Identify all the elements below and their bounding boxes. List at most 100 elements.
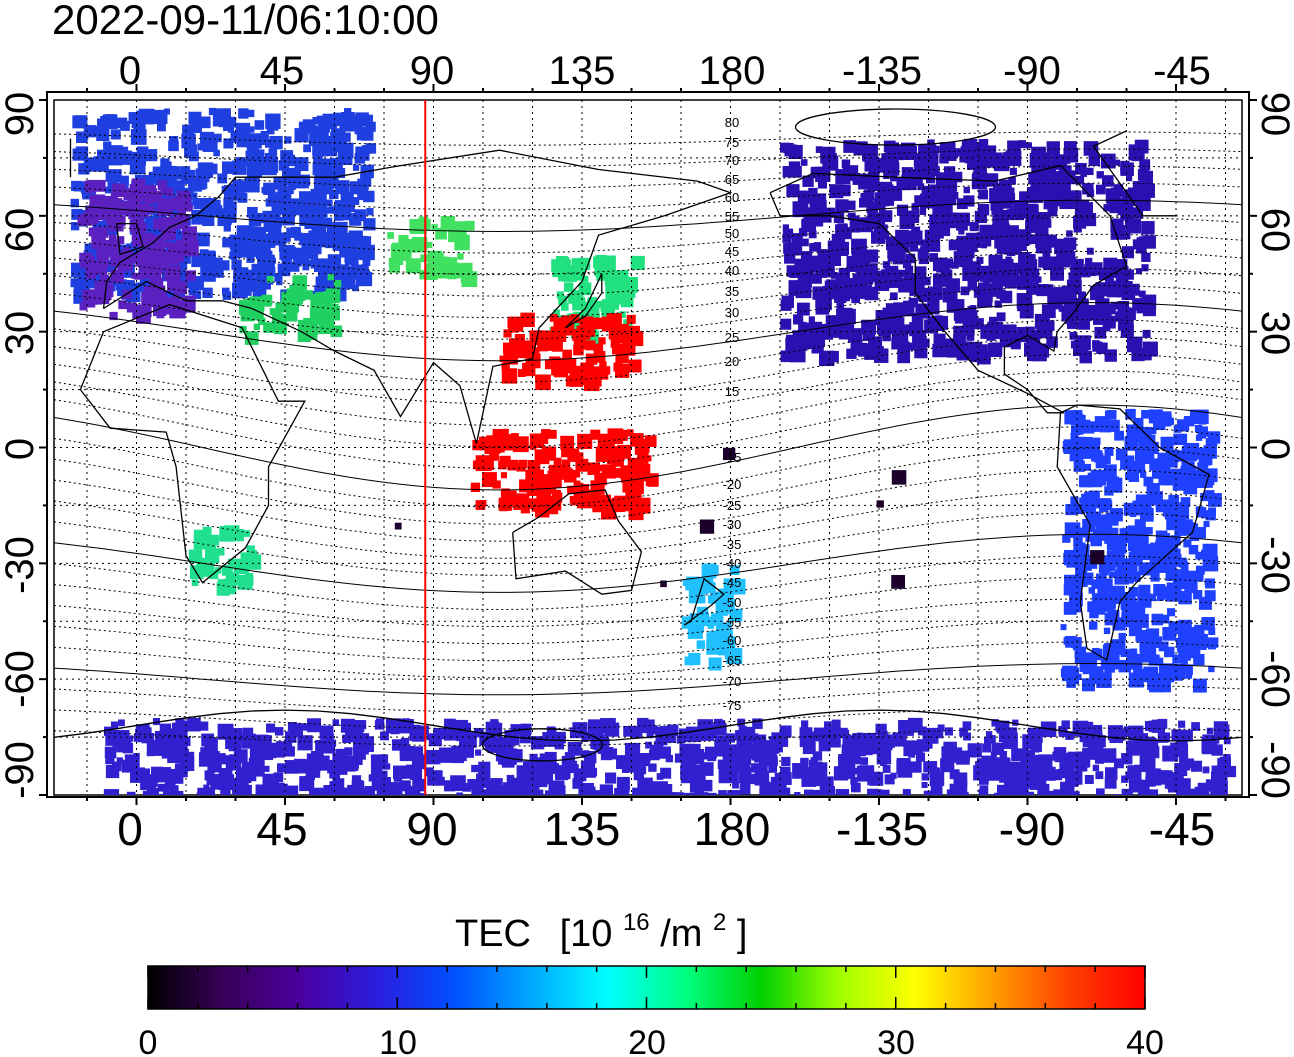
tec-cell-antarctica [944,727,953,736]
tec-cell-north-america [798,208,807,217]
tec-cell-north-america [940,349,949,358]
tec-cell-europe-russia [327,177,339,189]
tec-cell-south-america [1170,535,1181,546]
tec-cell-antarctica [127,735,134,742]
tec-cell-south-america [1128,672,1144,688]
tec-cell-north-america [1106,284,1120,298]
tec-cell-north-america [986,296,993,303]
tec-cell-north-america [1000,179,1010,189]
tec-cell-japan [587,299,596,308]
tec-cell-antarctica [595,722,605,732]
tec-cell-east-china [579,318,588,327]
tec-cell-antarctica [1213,721,1229,736]
tec-cell-europe-russia [352,284,359,292]
tec-cell-south-america [1157,452,1168,464]
tec-cell-europe-russia [325,164,340,179]
tec-cell-east-china [512,343,528,359]
tec-cell-antarctica [295,759,310,774]
tec-cell-south-america [1166,514,1182,531]
tec-cell-east-china [549,356,561,368]
colorbar-title: TEC [10 16 /m 2 ] [455,897,747,955]
tec-cell-new-zealand [701,563,717,579]
tec-cell-indonesia [617,444,632,459]
tec-cell-antarctica [554,740,564,750]
tec-cell-north-america [881,153,892,164]
tec-cell-europe-russia [361,239,370,248]
tec-cell-north-america [1026,282,1039,295]
tec-cell-north-america [858,349,866,357]
contour-label: -20 [723,477,742,492]
tec-cell-south-pacific-dark [723,447,736,461]
tec-cell-europe-russia [95,125,106,136]
tec-cell-north-america [852,178,860,185]
tec-cell-antarctica [752,718,763,729]
tec-cell-europe-russia [320,234,334,248]
tec-cell-east-china [615,349,629,364]
tec-cell-north-america [921,186,931,196]
tec-cell-south-america [1092,647,1100,655]
tec-cell-north-america [1111,203,1119,211]
tec-cell-south-america [1116,646,1126,655]
tec-cell-south-africa [237,574,253,590]
tec-cell-north-america [840,307,853,321]
tec-cell-north-america [1030,180,1043,193]
tec-cell-north-america [846,200,856,210]
tec-cell-indonesia [489,451,499,461]
tec-cell-antarctica [599,784,613,795]
tec-cell-east-china [606,313,622,329]
contour-label: -45 [723,575,742,590]
tec-cell-south-america [1186,523,1198,536]
tec-cell-europe-russia [362,169,370,178]
tec-cell-south-america [1206,477,1215,486]
tec-cell-south-africa [208,534,220,546]
tec-cell-antarctica [1070,757,1080,767]
tec-cell-north-america [861,319,876,335]
tec-cell-antarctica [732,781,739,789]
tec-cell-east-china [525,353,541,369]
tec-cell-europe-russia [208,107,217,116]
magnetic-contour [54,165,1242,189]
tec-cell-north-america [1073,339,1089,355]
tec-cell-south-america [1147,434,1156,443]
tec-cell-europe-russia [299,202,312,215]
tec-cell-antarctica [748,773,755,781]
tec-cell-europe-russia [289,261,300,272]
tec-cell-new-zealand [715,622,732,638]
tec-cell-antarctica [1084,775,1094,785]
tec-cell-europe-russia [316,115,325,124]
tec-cell-south-america [1182,664,1193,675]
tec-cell-antarctica [118,719,125,727]
tec-cell-antarctica [659,783,673,795]
tec-cell-south-africa [243,530,251,537]
tec-cell-antarctica [168,768,184,784]
tec-cell-north-america [790,243,803,256]
tec-cell-antarctica [398,720,406,729]
tec-cell-western-europe [167,280,179,292]
tec-cell-antarctica [1178,720,1186,728]
tec-cell-indonesia [500,472,508,479]
tec-cell-antarctica [1178,790,1189,795]
tec-cell-north-america [896,255,904,263]
tec-cell-antarctica [994,792,1009,795]
tec-cell-europe-russia [252,149,265,162]
tec-cell-antarctica [1210,771,1221,782]
tec-cell-north-america [1118,306,1130,318]
tec-cell-indonesia [630,433,644,447]
tec-cell-south-america [1208,665,1215,673]
tec-cell-north-america [987,226,1002,241]
tec-cell-north-america [797,190,812,204]
tec-cell-south-america [1074,656,1082,664]
tec-cell-north-america [867,183,875,191]
tec-cell-antarctica [1138,743,1147,752]
tec-cell-japan [568,292,580,304]
tec-cell-north-america [1127,187,1141,201]
coastline-path [102,149,733,444]
tec-cell-south-america [1166,608,1176,617]
tec-cell-antarctica [103,789,120,795]
tec-cell-western-europe [110,269,124,284]
tec-cell-western-europe [139,305,152,318]
tec-cell-antarctica [987,735,996,744]
tec-cell-north-america [1141,221,1155,235]
tec-cell-europe-russia [333,134,344,145]
tec-cell-east-china [613,362,623,372]
